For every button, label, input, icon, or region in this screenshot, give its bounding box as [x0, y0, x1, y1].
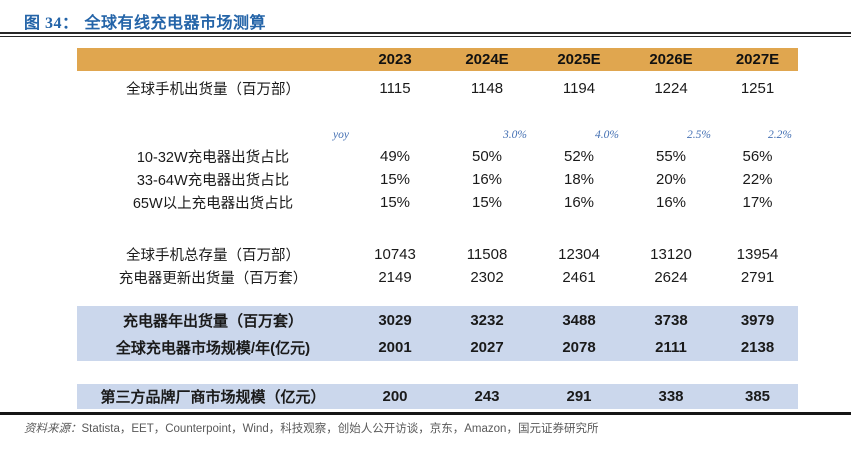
cell-value: 49% — [379, 148, 411, 165]
header-year: 2023 — [378, 51, 412, 68]
cell-value: 15% — [379, 171, 411, 188]
cell-value: 385 — [744, 388, 771, 405]
row-label: 充电器更新出货量（百万套） — [118, 271, 308, 287]
figure-title-text: 全球有线充电器市场测算 — [84, 15, 267, 32]
cell-value: 55% — [655, 148, 687, 165]
header-year: 2026E — [649, 51, 693, 68]
row-label: 第三方品牌厂商市场规模（亿元） — [100, 389, 326, 406]
cell-value: 3232 — [470, 311, 504, 329]
table-row-global-market-size: 全球充电器市场规模/年(亿元) 2001 2027 2078 2111 2138 — [77, 334, 798, 361]
cell-value: 243 — [474, 388, 500, 405]
table-row-phone-shipments: 全球手机出货量（百万部） 1115 1148 1194 1224 1251 — [77, 76, 798, 101]
cell-value: 2027 — [470, 339, 504, 356]
source-label: 资料来源： — [24, 423, 82, 435]
row-label: 全球手机出货量（百万部） — [126, 82, 300, 98]
cell-value: 291 — [566, 388, 592, 405]
cell-value: 1115 — [379, 80, 411, 97]
cell-value: 2.2% — [768, 129, 792, 141]
cell-value: 3.0% — [503, 129, 527, 141]
cell-value: 3029 — [378, 311, 412, 329]
cell-value: 2791 — [740, 269, 775, 286]
cell-value: 3979 — [740, 311, 775, 329]
row-label: 全球充电器市场规模/年(亿元) — [115, 340, 311, 357]
cell-value: 3738 — [654, 311, 688, 329]
cell-value: 56% — [742, 148, 773, 165]
row-label: 充电器年出货量（百万套） — [122, 312, 303, 330]
cell-value: 22% — [742, 171, 773, 188]
cell-value: 17% — [742, 194, 773, 211]
row-label: yoy — [333, 129, 349, 141]
cell-value: 16% — [471, 171, 503, 188]
table-row-yoy: yoy 3.0% 4.0% 2.5% 2.2% — [77, 125, 798, 145]
bottom-divider — [0, 412, 851, 415]
table-row-phone-stock: 全球手机总存量（百万部） 10743 11508 12304 13120 139… — [77, 243, 798, 266]
cell-value: 2078 — [562, 339, 596, 356]
cell-value: 2461 — [562, 269, 596, 286]
cell-value: 12304 — [558, 246, 600, 263]
cell-value: 2302 — [470, 269, 504, 286]
cell-value: 13954 — [736, 246, 779, 263]
table-header-row: 2023 2024E 2025E 2026E 2027E — [77, 48, 798, 71]
header-year: 2027E — [735, 51, 780, 68]
source-note: 资料来源：Statista，EET，Counterpoint，Wind，科技观察… — [24, 420, 598, 436]
table-row-charger-33-64w: 33-64W充电器出货占比 15% 16% 18% 20% 22% — [77, 168, 798, 191]
cell-value: 18% — [563, 171, 595, 188]
row-label: 65W以上充电器出货占比 — [132, 196, 294, 212]
table-row-third-party-market-size: 第三方品牌厂商市场规模（亿元） 200 243 291 338 385 — [77, 384, 798, 409]
row-label: 33-64W充电器出货占比 — [136, 173, 290, 189]
cell-value: 2001 — [378, 339, 412, 356]
cell-value: 15% — [379, 194, 411, 211]
cell-value: 16% — [563, 194, 595, 211]
row-label: 全球手机总存量（百万部） — [126, 248, 300, 264]
cell-value: 11508 — [466, 246, 508, 263]
cell-value: 3488 — [562, 311, 596, 329]
title-divider — [0, 32, 851, 37]
cell-value: 50% — [471, 148, 503, 165]
row-label: 10-32W充电器出货占比 — [136, 150, 290, 166]
cell-value: 1251 — [740, 80, 775, 97]
table-row-charger-10-32w: 10-32W充电器出货占比 49% 50% 52% 55% 56% — [77, 145, 798, 168]
cell-value: 1194 — [562, 80, 596, 97]
cell-value: 2149 — [378, 269, 412, 286]
cell-value: 13120 — [650, 246, 692, 263]
source-text: Statista，EET，Counterpoint，Wind，科技观察，创始人公… — [81, 423, 599, 435]
market-estimate-table: 2023 2024E 2025E 2026E 2027E 全球手机出货量（百万部… — [77, 48, 798, 409]
cell-value: 1148 — [470, 80, 504, 97]
table-row-charger-annual-shipments: 充电器年出货量（百万套） 3029 3232 3488 3738 3979 — [77, 306, 798, 334]
cell-value: 15% — [471, 194, 503, 211]
header-year: 2024E — [465, 51, 509, 68]
cell-value: 52% — [563, 148, 595, 165]
cell-value: 2111 — [655, 339, 687, 356]
cell-value: 200 — [382, 388, 408, 405]
cell-value: 338 — [658, 388, 684, 405]
cell-value: 2138 — [740, 339, 775, 356]
cell-value: 10743 — [374, 246, 416, 263]
table-row-charger-65w-plus: 65W以上充电器出货占比 15% 15% 16% 16% 17% — [77, 191, 798, 214]
cell-value: 2.5% — [687, 129, 711, 141]
figure-title: 图 34： 全球有线充电器市场测算 — [24, 9, 266, 33]
table-row-charger-replacement: 充电器更新出货量（百万套） 2149 2302 2461 2624 2791 — [77, 266, 798, 289]
cell-value: 20% — [655, 171, 687, 188]
cell-value: 16% — [655, 194, 687, 211]
cell-value: 1224 — [654, 80, 688, 97]
figure-number: 图 34： — [24, 15, 79, 32]
cell-value: 2624 — [654, 269, 688, 286]
cell-value: 4.0% — [595, 129, 619, 141]
header-year: 2025E — [557, 51, 601, 68]
